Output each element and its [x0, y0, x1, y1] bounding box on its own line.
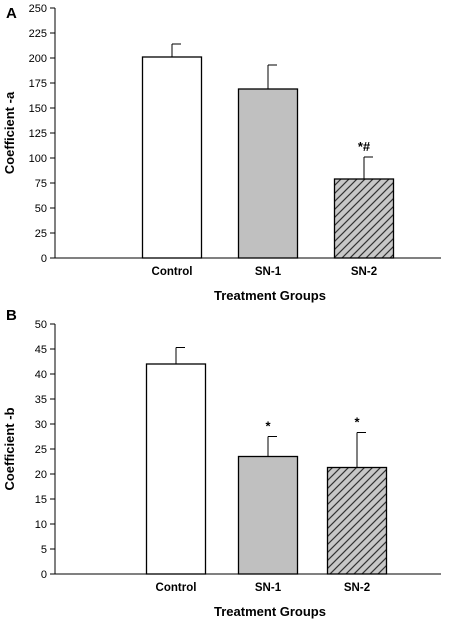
panel-a-y-tick-label: 100: [29, 153, 47, 165]
panel-a-y-tick-label: 125: [29, 128, 47, 140]
panel-a-y-tick-label: 175: [29, 78, 47, 90]
panel-a-y-tick-label: 75: [35, 178, 47, 190]
panel-a-y-axis-label: Coefficient -a: [2, 91, 17, 174]
panel-a-significance-marker: *#: [358, 139, 371, 154]
panel-a-x-tick-label: SN-2: [351, 266, 377, 278]
panel-a-bar-control: [141, 56, 203, 259]
panel-b-y-axis-label: Coefficient -b: [2, 407, 17, 490]
panel-b-y-tick-label: 0: [41, 569, 47, 581]
panel-b-y-tick-label: 35: [35, 394, 47, 406]
panel-b-y-tick-label: 25: [35, 444, 47, 456]
panel-a-y-tick-label: 200: [29, 53, 47, 65]
panel-b-x-tick-label: SN-2: [344, 582, 370, 594]
panel-a-label: A: [6, 5, 17, 22]
panel-a-y-tick-label: 25: [35, 228, 47, 240]
panel-a-y-tick-label: 225: [29, 28, 47, 40]
panel-b-y-tick-label: 50: [35, 319, 47, 331]
panel-b-y-tick-label: 15: [35, 494, 47, 506]
panel-b-significance-marker: *: [265, 419, 271, 434]
panel-b-y-tick-label: 5: [41, 544, 47, 556]
panel-b-y-tick-label: 10: [35, 519, 47, 531]
panel-b-significance-marker: *: [354, 415, 360, 430]
panel-a-y-tick-label: 0: [41, 253, 47, 265]
panel-b-bar-sn-1: [237, 455, 299, 575]
panel-b-y-tick-label: 45: [35, 344, 47, 356]
panel-b-y-tick-label: 20: [35, 469, 47, 481]
panel-b-x-axis-label: Treatment Groups: [214, 604, 326, 619]
panel-b-bar-control: [145, 363, 207, 575]
panel-a-bar-sn-2: [333, 178, 395, 259]
panel-b-x-tick-label: SN-1: [255, 582, 282, 594]
panel-b-y-tick-label: 40: [35, 369, 47, 381]
panel-a-y-tick-label: 150: [29, 103, 47, 115]
panel-a-x-axis-label: Treatment Groups: [214, 288, 326, 303]
panel-a-y-tick-label: 250: [29, 3, 47, 15]
panel-b-label: B: [6, 307, 17, 324]
panel-a-y-tick-label: 50: [35, 203, 47, 215]
panel-a-x-tick-label: Control: [152, 266, 193, 278]
panel-b-x-tick-label: Control: [156, 582, 197, 594]
panel-b-bar-sn-2: [326, 466, 388, 575]
panel-b-y-tick-label: 30: [35, 419, 47, 431]
panel-a-bar-sn-1: [237, 88, 299, 259]
panel-a-x-tick-label: SN-1: [255, 266, 282, 278]
